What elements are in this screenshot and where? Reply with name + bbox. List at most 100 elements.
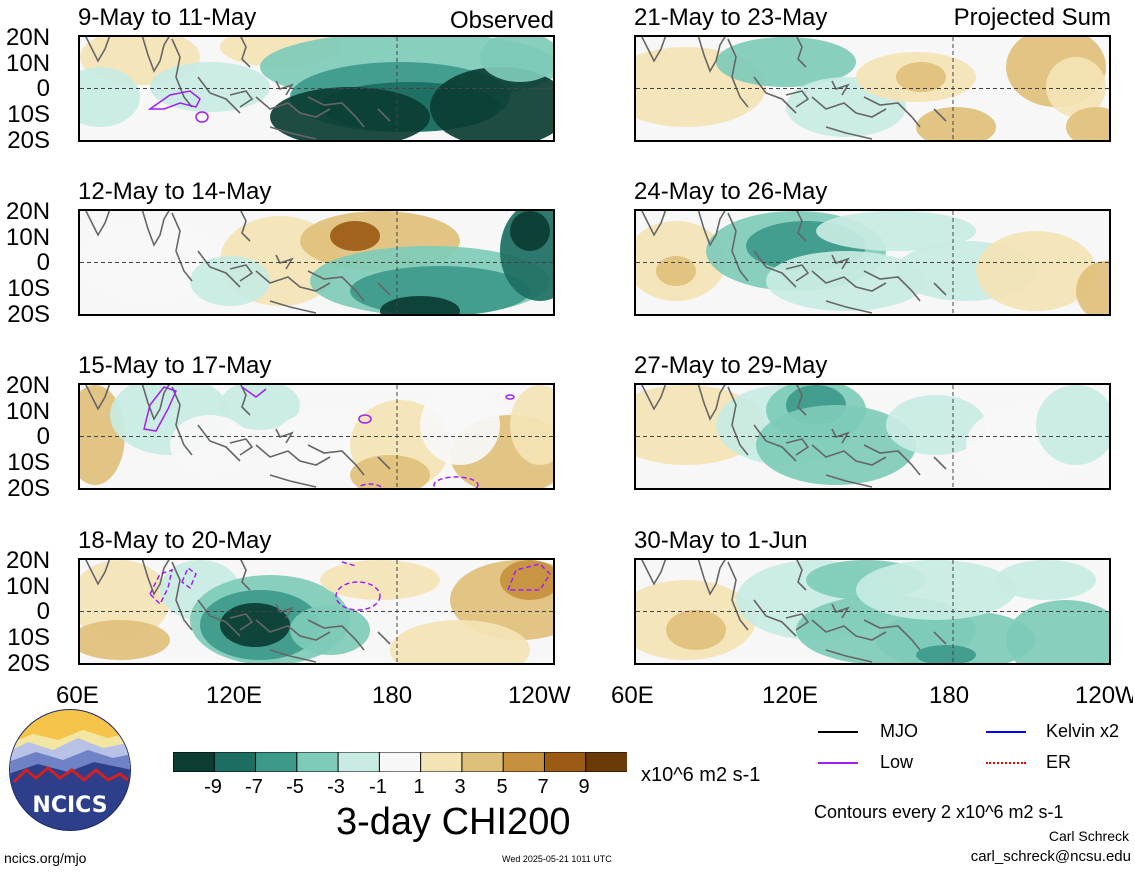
coastline <box>753 599 797 637</box>
coastline <box>641 37 667 63</box>
lat-label: 10N <box>6 573 51 600</box>
coastline <box>240 385 251 416</box>
coastline <box>240 560 251 591</box>
panel-title-6: 24-May to 26-May <box>634 178 828 205</box>
colorbar-swatch <box>296 751 340 773</box>
panel-title-7: 27-May to 29-May <box>634 352 828 379</box>
coastline <box>753 76 797 114</box>
author-email[interactable]: carl_schreck@ncsu.edu <box>970 848 1131 865</box>
lat-label: 10S <box>7 101 50 128</box>
coastline <box>307 444 365 476</box>
coastline <box>275 603 294 619</box>
colorbar-label: 5 <box>496 776 508 798</box>
coastline <box>796 211 807 242</box>
logo-text: NCICS <box>32 793 107 818</box>
coastline <box>825 474 873 488</box>
coastline <box>863 96 921 128</box>
legend-label-kelvin: Kelvin x2 <box>1046 721 1120 741</box>
coastline <box>229 438 254 456</box>
coastline <box>377 456 391 470</box>
coastline <box>377 108 391 122</box>
coastline <box>141 560 170 596</box>
colorbar-label: -1 <box>369 776 387 798</box>
colorbar-swatch <box>255 751 298 773</box>
ncics-logo: NCICS <box>8 708 132 832</box>
coastline <box>811 270 887 292</box>
low-contour <box>357 483 383 488</box>
coastline <box>811 96 887 118</box>
lon-label: 120W <box>508 682 571 709</box>
lat-label: 0 <box>36 75 50 102</box>
coastline <box>785 438 810 456</box>
coastline <box>933 631 947 645</box>
colorbar <box>172 751 628 773</box>
low-contour <box>149 568 174 606</box>
coastline <box>641 211 667 237</box>
low-contour <box>506 563 551 591</box>
coastline <box>933 282 947 296</box>
coastline <box>85 37 111 63</box>
coastline <box>269 300 317 314</box>
coastline <box>377 631 391 645</box>
coastline <box>275 254 294 270</box>
coastline <box>197 599 241 637</box>
panel-title-5: 21-May to 23-May <box>634 4 828 31</box>
colorbar-swatch <box>213 751 257 773</box>
panel-title-2: 12-May to 14-May <box>78 178 272 205</box>
lon-label: 120E <box>762 682 819 709</box>
coastline <box>197 250 241 288</box>
coastline <box>269 649 317 663</box>
coastline <box>753 250 797 288</box>
coastline <box>141 37 170 73</box>
coastline <box>240 37 251 68</box>
legend-swatch-er <box>986 762 1026 764</box>
coastline <box>255 270 331 292</box>
colorbar-label: 7 <box>537 776 549 798</box>
colorbar-label: -7 <box>245 776 263 798</box>
lat-label: 20S <box>7 650 50 677</box>
low-contour <box>433 476 479 488</box>
legend-swatch-mjo <box>818 731 858 733</box>
map-panel-3 <box>78 383 555 490</box>
low-contour <box>505 394 515 400</box>
coastline <box>831 428 850 444</box>
coastline <box>269 474 317 488</box>
coastline <box>825 300 873 314</box>
lat-label: 10N <box>6 224 51 251</box>
low-contour <box>241 386 267 398</box>
low-contour <box>341 561 357 567</box>
coastline <box>825 126 873 140</box>
source-url[interactable]: ncics.org/mjo <box>4 850 87 866</box>
coastline <box>307 270 365 302</box>
coastline <box>933 456 947 470</box>
lat-label: 0 <box>36 598 50 625</box>
legend-label-er: ER <box>1046 752 1072 772</box>
colorbar-swatch <box>337 751 381 773</box>
coastline <box>85 560 111 586</box>
colorbar-label: 3 <box>454 776 466 798</box>
colorbar-swatch <box>172 751 216 773</box>
contours-note: Contours every 2 x10^6 m2 s-1 <box>814 802 1064 822</box>
colorbar-swatch <box>543 751 587 773</box>
coastline <box>141 385 170 421</box>
panel-title-3: 15-May to 17-May <box>78 352 272 379</box>
panel-title-4: 18-May to 20-May <box>78 527 272 554</box>
coastline <box>796 560 807 591</box>
lon-label: 120E <box>206 682 263 709</box>
coastline <box>229 264 254 282</box>
coastline <box>307 96 365 128</box>
low-contour <box>195 111 209 123</box>
lon-label: 180 <box>372 682 413 709</box>
lat-label: 20N <box>6 198 51 225</box>
coastline <box>933 108 947 122</box>
legend-swatch-low <box>818 762 858 764</box>
coastline <box>863 619 921 651</box>
coastline <box>697 211 726 247</box>
coastline <box>171 386 193 456</box>
coastline <box>831 80 850 96</box>
map-panel-6 <box>634 209 1111 316</box>
colorbar-swatch <box>378 751 422 773</box>
colorbar-units: x10^6 m2 s-1 <box>641 764 761 786</box>
lat-label: 20N <box>6 24 51 51</box>
map-panel-7 <box>634 383 1111 490</box>
